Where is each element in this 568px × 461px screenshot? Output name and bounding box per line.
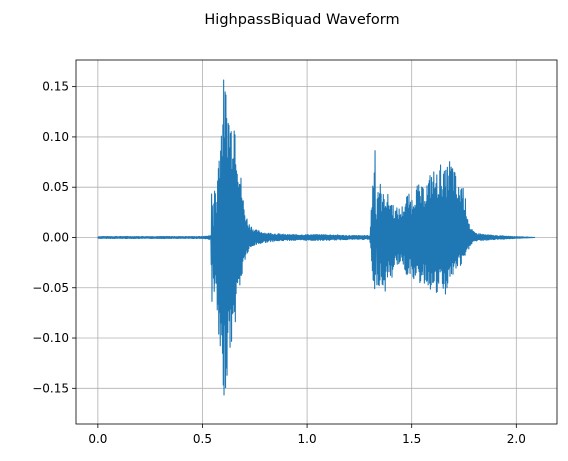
y-tick-label: 0.05: [42, 180, 69, 194]
x-tick-label: 1.0: [298, 432, 317, 446]
y-tick-label: −0.15: [32, 381, 69, 395]
x-tick-label: 0.0: [88, 432, 107, 446]
y-tick-label: −0.10: [32, 331, 69, 345]
x-tick-label: 0.5: [193, 432, 212, 446]
grid: [76, 60, 557, 424]
x-axis: 0.0 0.5 1.0 1.5 2.0: [88, 424, 526, 446]
chart-title: HighpassBiquad Waveform: [204, 12, 399, 28]
x-tick-label: 1.5: [402, 432, 421, 446]
y-axis: −0.15 −0.10 −0.05 0.00 0.05 0.10 0.15: [32, 80, 76, 395]
y-tick-label: 0.10: [42, 130, 69, 144]
plot-area: [97, 79, 536, 396]
axes-frame: [75, 59, 558, 425]
y-tick-label: 0.00: [42, 230, 69, 244]
waveform-series-line: [97, 79, 536, 396]
y-tick-label: 0.15: [42, 80, 69, 94]
y-tick-label: −0.05: [32, 281, 69, 295]
x-tick-label: 2.0: [507, 432, 526, 446]
